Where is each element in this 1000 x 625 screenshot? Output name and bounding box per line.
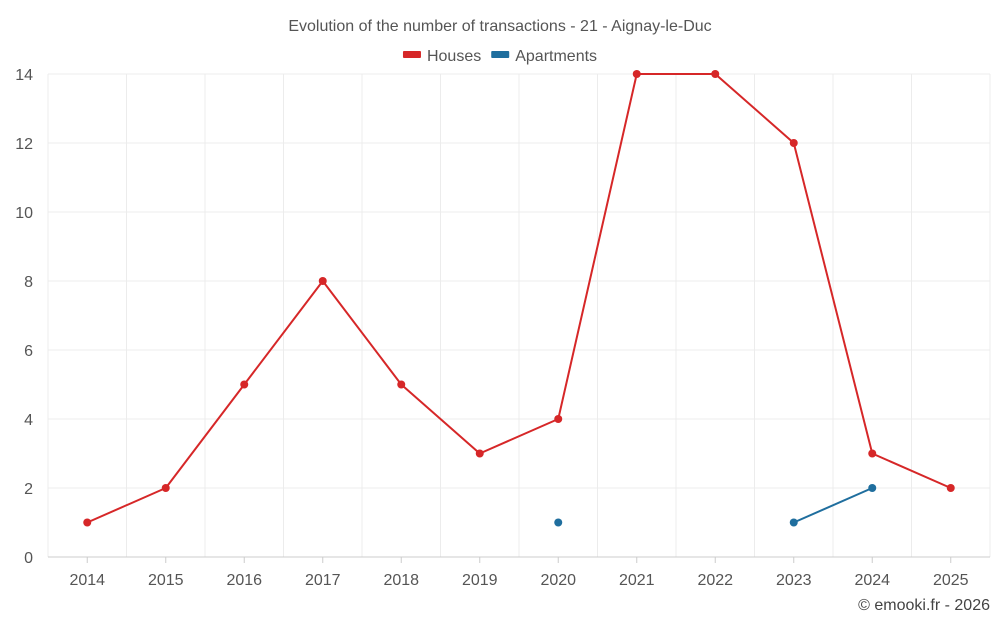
data-point-houses-2019[interactable] (475, 449, 484, 458)
x-tick-label: 2019 (462, 572, 498, 589)
data-point-apartments-2020[interactable] (554, 518, 563, 527)
data-point-houses-2016[interactable] (240, 380, 249, 389)
legend-item-apartments[interactable]: Apartments (491, 48, 597, 65)
x-tick-label: 2016 (226, 572, 262, 589)
data-point-apartments-2024[interactable] (868, 484, 877, 492)
data-point-houses-2015[interactable] (161, 484, 170, 492)
legend: Houses Apartments (402, 48, 597, 65)
x-axis-ticks: 2014 2015 2016 2017 2018 2019 2020 2021 2022 2023… (69, 557, 969, 589)
y-tick-label: 4 (24, 412, 33, 429)
series-line-apartments (793, 487, 873, 524)
data-point-houses-2018[interactable] (397, 380, 406, 389)
data-point-houses-2020[interactable] (554, 415, 563, 423)
credit-text: © emooki.fr - 2026 (858, 597, 990, 614)
legend-swatch (402, 51, 421, 58)
data-point-houses-2024[interactable] (868, 449, 877, 458)
x-tick-label: 2025 (933, 572, 969, 589)
y-tick-label: 14 (15, 67, 33, 84)
series-layer (83, 70, 955, 527)
x-tick-label: 2015 (148, 572, 184, 589)
x-tick-label: 2020 (540, 572, 576, 589)
data-point-houses-2021[interactable] (632, 70, 641, 78)
y-tick-label: 2 (24, 481, 33, 498)
legend-item-houses[interactable]: Houses (402, 48, 481, 65)
y-tick-label: 10 (15, 205, 33, 222)
data-point-apartments-2023[interactable] (789, 518, 798, 527)
chart-title: Evolution of the number of transactions … (288, 18, 711, 35)
y-tick-label: 0 (24, 550, 33, 567)
y-tick-label: 6 (24, 343, 33, 360)
legend-swatch (491, 51, 510, 58)
y-tick-label: 8 (24, 274, 33, 291)
series-line-houses (86, 73, 952, 524)
legend-label: Apartments (515, 48, 597, 65)
series-houses (83, 70, 955, 527)
series-apartments (554, 484, 877, 527)
y-tick-label: 12 (15, 136, 33, 153)
x-tick-label: 2023 (776, 572, 812, 589)
data-point-houses-2022[interactable] (711, 70, 720, 78)
data-point-houses-2025[interactable] (946, 484, 955, 492)
x-tick-label: 2014 (69, 572, 105, 589)
x-tick-label: 2021 (619, 572, 655, 589)
x-tick-label: 2024 (854, 572, 890, 589)
data-point-houses-2014[interactable] (83, 518, 92, 527)
grid (47, 73, 991, 558)
x-tick-label: 2018 (383, 572, 419, 589)
x-tick-label: 2017 (305, 572, 341, 589)
data-point-houses-2017[interactable] (318, 277, 327, 285)
legend-label: Houses (427, 48, 481, 65)
data-point-houses-2023[interactable] (789, 139, 798, 147)
x-tick-label: 2022 (697, 572, 733, 589)
y-axis-ticks: 0 2 4 6 8 10 12 14 (15, 67, 33, 567)
